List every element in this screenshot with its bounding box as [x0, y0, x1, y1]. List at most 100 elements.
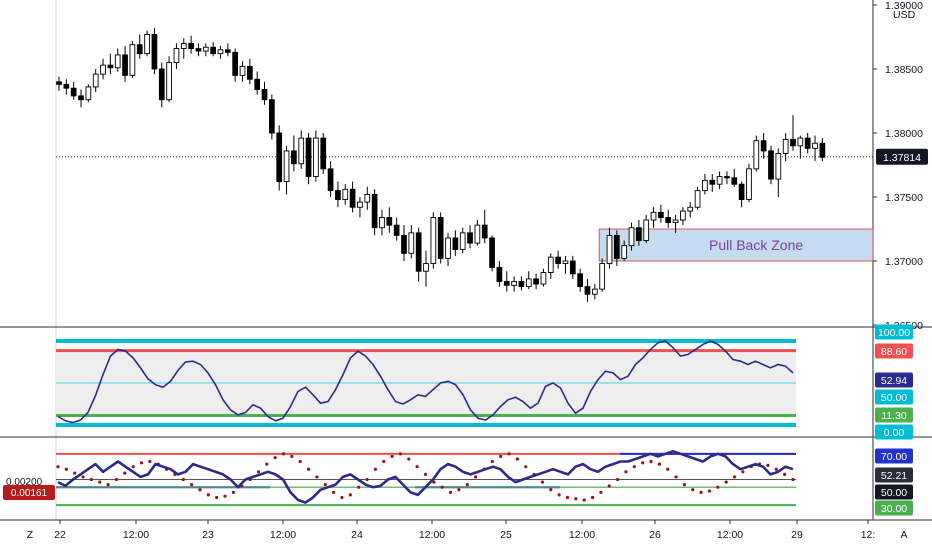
candle-up: [650, 211, 657, 221]
time-axis-ticks: 22 12:00 23 12:00 24 12:00 25 12:00 26 12:00 29 12:: [54, 520, 875, 541]
candle-down: [371, 193, 378, 229]
signal-dot: [357, 485, 361, 489]
signal-dot: [507, 452, 511, 456]
signal-dot: [724, 480, 728, 484]
candle-up: [144, 33, 150, 55]
candle-down: [819, 142, 826, 158]
candle-down: [276, 132, 283, 183]
signal-dot: [540, 480, 545, 484]
lower-osc-level-lines: [56, 452, 796, 507]
signal-dot: [89, 477, 94, 482]
upper-osc-level-badge: 50.00: [881, 392, 907, 404]
scale-mode-button-a[interactable]: A: [900, 529, 907, 541]
signal-dot: [457, 488, 461, 492]
candle-up: [547, 256, 554, 273]
candle-up: [239, 65, 246, 76]
candle-down: [210, 46, 216, 55]
candle-down: [151, 33, 158, 70]
signal-dot: [549, 488, 553, 492]
lower-osc-badge-bg: [875, 448, 913, 464]
signal-dot: [791, 477, 795, 482]
lower-osc-signal-dots: [56, 452, 795, 502]
signal-dot: [691, 488, 695, 492]
signal-dot: [215, 495, 219, 500]
scale-mode-button-z[interactable]: Z: [27, 529, 34, 541]
signal-dot: [674, 475, 678, 479]
signal-dot: [574, 497, 578, 501]
candle-up: [687, 206, 694, 212]
candle-up: [85, 86, 92, 101]
time-tick-label: 22: [54, 529, 66, 541]
candle-down: [269, 99, 275, 134]
price-tick-label: 1.37500: [885, 192, 923, 204]
signal-dot: [273, 456, 277, 460]
candle-down: [136, 44, 143, 55]
candle-down: [401, 234, 407, 254]
signal-dot: [265, 462, 269, 466]
signal-dot: [766, 463, 770, 467]
currency-label: USD: [893, 9, 916, 21]
candle-down: [437, 217, 444, 259]
lower-osc-badges: 70.00 52.21 50.00 30.00: [875, 448, 913, 516]
candle-up: [599, 263, 606, 290]
signal-dot: [98, 480, 102, 484]
signal-dot: [582, 498, 586, 502]
signal-dot: [624, 470, 628, 474]
pull-back-zone[interactable]: [598, 228, 874, 262]
time-tick-label: 12:00: [419, 529, 445, 541]
signal-dot: [64, 467, 68, 471]
signal-dot: [298, 459, 302, 464]
candle-down: [481, 224, 488, 239]
candle-down: [724, 176, 730, 179]
candle-down: [731, 177, 738, 185]
lower-osc-badge-bg: [875, 484, 913, 500]
candle-down: [569, 260, 576, 275]
candle-down: [158, 68, 165, 101]
upper-osc-level-lines: [56, 339, 796, 427]
signal-dot: [599, 490, 603, 494]
candle-up: [702, 179, 708, 192]
candle-down: [658, 211, 664, 218]
signal-dot: [290, 454, 294, 458]
candle-up: [716, 176, 723, 185]
candle-up: [812, 142, 818, 149]
lower-osc-badge: 52.21: [881, 470, 907, 482]
lower-price-marker: 0.00161: [11, 488, 48, 499]
candle-down: [768, 150, 774, 180]
candle-down: [261, 89, 268, 101]
signal-dot: [340, 495, 344, 500]
signal-dot: [56, 465, 60, 469]
candle-down: [224, 49, 231, 53]
signal-dot: [315, 475, 319, 479]
signal-dot: [641, 461, 645, 465]
candle-up: [474, 224, 481, 244]
candle-up: [430, 217, 437, 265]
candle-up: [283, 150, 290, 183]
lower-price-marker-bg: [3, 485, 55, 500]
signal-dot: [81, 475, 85, 479]
signal-dot: [407, 457, 411, 461]
candle-down: [760, 140, 767, 152]
candle-up: [753, 140, 760, 170]
signal-dot: [423, 472, 428, 476]
signal-dot: [732, 475, 737, 479]
signal-dot: [365, 477, 369, 482]
signal-dot: [306, 467, 311, 471]
signal-dot: [139, 461, 144, 465]
last-price-badge-text: 1.37814: [883, 152, 921, 164]
candle-down: [291, 150, 297, 165]
price-axis-ticks: 1.390001.385001.380001.375001.370001.365…: [873, 0, 923, 332]
signal-dot: [707, 489, 712, 493]
candle-up: [313, 137, 319, 177]
candle-down: [790, 138, 796, 147]
candle-down: [349, 188, 356, 208]
price-tick-label: 1.38500: [885, 64, 923, 76]
lower-osc-badge-bg: [875, 467, 913, 483]
signal-dot: [616, 477, 620, 482]
time-tick-label: 29: [791, 529, 803, 541]
signal-dot: [323, 483, 327, 487]
candle-down: [503, 281, 510, 286]
signal-dot: [106, 483, 110, 487]
price-pane-background: [0, 0, 873, 327]
